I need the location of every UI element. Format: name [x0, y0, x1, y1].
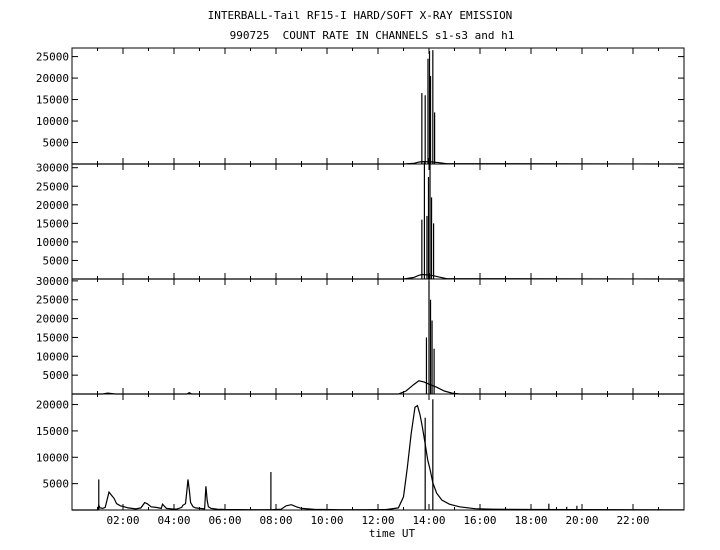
y-tick-label: 5000	[43, 478, 70, 491]
y-tick-label: 20000	[36, 72, 69, 85]
y-tick-label: 20000	[36, 199, 69, 212]
x-tick-label: 10:00	[310, 514, 343, 527]
y-tick-label: 30000	[36, 275, 69, 288]
y-tick-label: 15000	[36, 217, 69, 230]
x-tick-label: 04:00	[157, 514, 190, 527]
y-tick-label: 10000	[36, 451, 69, 464]
series-line-h1	[72, 404, 685, 511]
y-tick-label: 20000	[36, 313, 69, 326]
y-tick-label: 15000	[36, 94, 69, 107]
y-tick-label: 25000	[36, 294, 69, 307]
y-tick-label: 20000	[36, 399, 69, 412]
panel-s3: 5000 10000 15000 20000 25000 30000	[36, 275, 685, 395]
y-tick-label: 5000	[43, 254, 70, 267]
chart-title: INTERBALL-Tail RF15-I HARD/SOFT X-RAY EM…	[207, 9, 513, 22]
panel-s1: 5000 10000 15000 20000 25000	[36, 47, 685, 165]
y-tick-label: 15000	[36, 331, 69, 344]
y-tick-label: 10000	[36, 236, 69, 249]
panel-s2: 5000 10000 15000 20000 25000 30000	[36, 162, 685, 280]
x-axis-label: time UT	[369, 527, 416, 540]
panel-frame	[71, 393, 685, 511]
chart-subtitle: 990725 COUNT RATE IN CHANNELS s1-s3 and …	[229, 29, 515, 42]
panel-frame	[71, 278, 685, 395]
y-tick-label: 25000	[36, 51, 69, 64]
x-tick-label: 08:00	[259, 514, 292, 527]
y-tick-label: 5000	[43, 137, 70, 150]
x-tick-label: 20:00	[565, 514, 598, 527]
panel-frame	[71, 47, 685, 165]
x-tick-label: 06:00	[208, 514, 241, 527]
x-tick-label: 12:00	[361, 514, 394, 527]
y-tick-label: 25000	[36, 180, 69, 193]
x-tick-label: 14:00	[412, 514, 445, 527]
x-tick-label: 22:00	[616, 514, 649, 527]
x-tick-label: 02:00	[106, 514, 139, 527]
panel-h1: 5000 10000 15000 20000 02:00 04:00 06:00 08:00 1…	[36, 393, 685, 540]
x-tick-label: 16:00	[463, 514, 496, 527]
y-tick-label: 15000	[36, 425, 69, 438]
y-tick-label: 5000	[43, 369, 70, 382]
y-tick-label: 10000	[36, 115, 69, 128]
x-tick-label: 18:00	[514, 514, 547, 527]
y-tick-label: 30000	[36, 162, 69, 175]
panel-frame	[71, 163, 685, 280]
y-tick-label: 10000	[36, 350, 69, 363]
